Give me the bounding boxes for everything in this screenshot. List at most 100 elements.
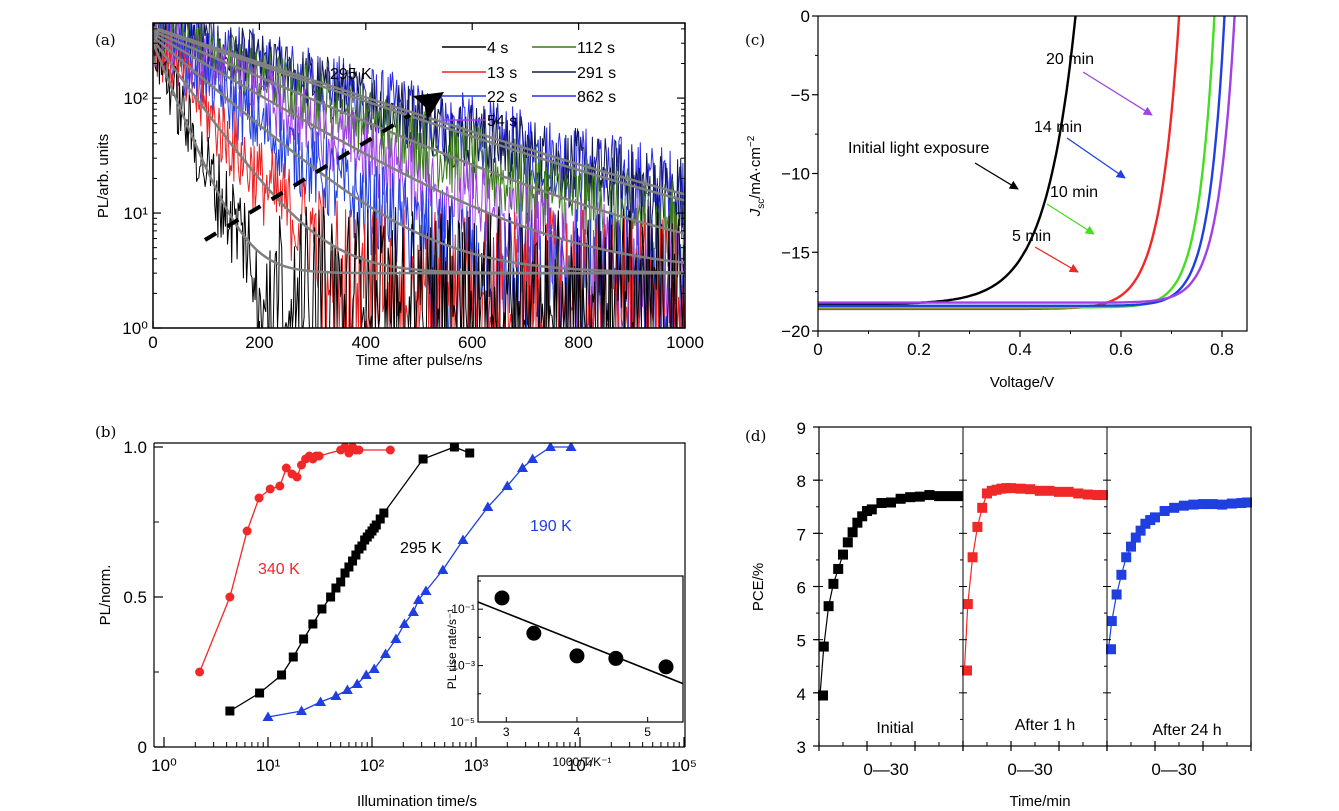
data-point [265, 484, 275, 494]
legend-label: 112 s [577, 40, 615, 57]
panel-a-temp-label: 295 K [330, 66, 372, 83]
pce-point [1159, 506, 1170, 517]
pce-line [963, 493, 988, 671]
panel-b-ylabel: PL/norm. [97, 565, 114, 626]
y-tick-label: −20 [781, 322, 810, 341]
data-point [275, 481, 285, 491]
x-tick-label: 10³ [464, 756, 489, 775]
inset-point [494, 590, 510, 606]
ylabel-rest: /mA·cm [747, 147, 764, 199]
arrow-10min [1046, 203, 1095, 235]
pce-point [953, 491, 964, 502]
x-tick-label: 0—30 [1007, 760, 1052, 779]
panel-b-inset: 3 4 5 10⁻⁵ 10⁻³ 10⁻¹ 1000/T/K⁻¹ PL rise rate/… [445, 575, 684, 769]
pce-point [962, 599, 973, 610]
pce-point [1226, 498, 1237, 509]
data-point [348, 556, 358, 566]
pce-point [1098, 490, 1108, 501]
pce-point [886, 497, 896, 508]
legend-label: 13 s [487, 65, 517, 82]
inset-fit-line [478, 601, 683, 685]
pce-point [1092, 490, 1103, 501]
data-point [527, 453, 539, 463]
pce-point [1111, 589, 1122, 600]
data-point [262, 711, 274, 721]
data-point [371, 520, 381, 530]
y-tick-label: 4 [797, 685, 806, 704]
x-tick-label: 1000 [666, 333, 704, 352]
label-295k: 295 K [400, 540, 442, 557]
data-point [330, 690, 342, 700]
fit-curve-862s [153, 26, 685, 196]
inset-y-tick-label: 10⁻³ [451, 659, 475, 673]
pce-point [818, 690, 828, 701]
data-point [331, 583, 341, 593]
inset-x-tick-label: 3 [503, 725, 510, 739]
pce-point [833, 563, 844, 574]
x-tick-label: 0 [148, 333, 157, 352]
data-point [413, 594, 425, 604]
pce-point [1236, 498, 1247, 509]
data-point [380, 648, 392, 658]
panel-c-ticks: 0 0.2 0.4 0.6 0.8 0 −5 −10 −15 −20 [781, 7, 1234, 359]
data-point [351, 550, 361, 560]
label-after-24h: After 24 h [1152, 722, 1221, 739]
label-190k: 190 K [530, 518, 572, 535]
data-point [368, 663, 380, 673]
pce-point [914, 491, 925, 502]
pce-point [1063, 486, 1074, 497]
x-tick-label: 0.8 [1210, 340, 1234, 359]
x-tick-label: 800 [564, 333, 592, 352]
data-point [296, 705, 308, 715]
pce-point [1025, 484, 1036, 495]
label-after-1h: After 1 h [1015, 717, 1075, 734]
pce-point [852, 517, 863, 528]
data-point [225, 706, 235, 716]
data-point [354, 445, 364, 455]
panel-label-b: (b) [95, 423, 116, 441]
fit-curve-22s [153, 35, 685, 274]
inset-point [526, 625, 542, 641]
panel-b-frame [154, 442, 686, 747]
data-point [449, 443, 459, 452]
inset-xlabel: 1000/T/K⁻¹ [552, 755, 611, 769]
pce-point [1188, 499, 1199, 510]
fit-curve-54s [153, 32, 685, 265]
data-point [501, 480, 513, 490]
pce-point [972, 521, 983, 532]
x-tick-label: 0.6 [1109, 340, 1133, 359]
inset-ticks: 3 4 5 10⁻⁵ 10⁻³ 10⁻¹ [450, 580, 651, 739]
inset-point [569, 648, 585, 664]
inset-point [658, 659, 674, 675]
data-point [351, 678, 363, 688]
pce-point [1121, 552, 1132, 563]
x-tick-label: 0.2 [907, 340, 931, 359]
panel-label-d: (d) [745, 427, 766, 445]
pce-line [819, 554, 844, 696]
panel-c-xlabel: Voltage/V [990, 374, 1054, 391]
y-tick-label: 7 [797, 525, 806, 544]
data-point [357, 541, 367, 551]
label-340k: 340 K [258, 561, 300, 578]
pce-point [1135, 525, 1146, 536]
pce-point [1015, 483, 1026, 494]
data-point [565, 443, 577, 451]
ylabel-main: J [747, 208, 764, 217]
pce-point [1106, 644, 1116, 655]
pce-point [1006, 483, 1016, 494]
pce-point [967, 552, 978, 563]
data-point [225, 592, 235, 602]
panel-b-data [195, 443, 577, 721]
legend-label: 291 s [577, 65, 616, 82]
inset-point [608, 650, 624, 666]
pce-point [838, 549, 848, 560]
pce-point [895, 493, 906, 504]
pce-point [876, 498, 887, 509]
inset-frame [477, 575, 684, 723]
x-tick-label: 0.4 [1008, 340, 1032, 359]
pce-point [962, 665, 972, 676]
pce-point [842, 537, 853, 548]
pce-point [847, 527, 858, 538]
pce-point [1178, 500, 1189, 511]
arrow-initial [974, 162, 1019, 190]
